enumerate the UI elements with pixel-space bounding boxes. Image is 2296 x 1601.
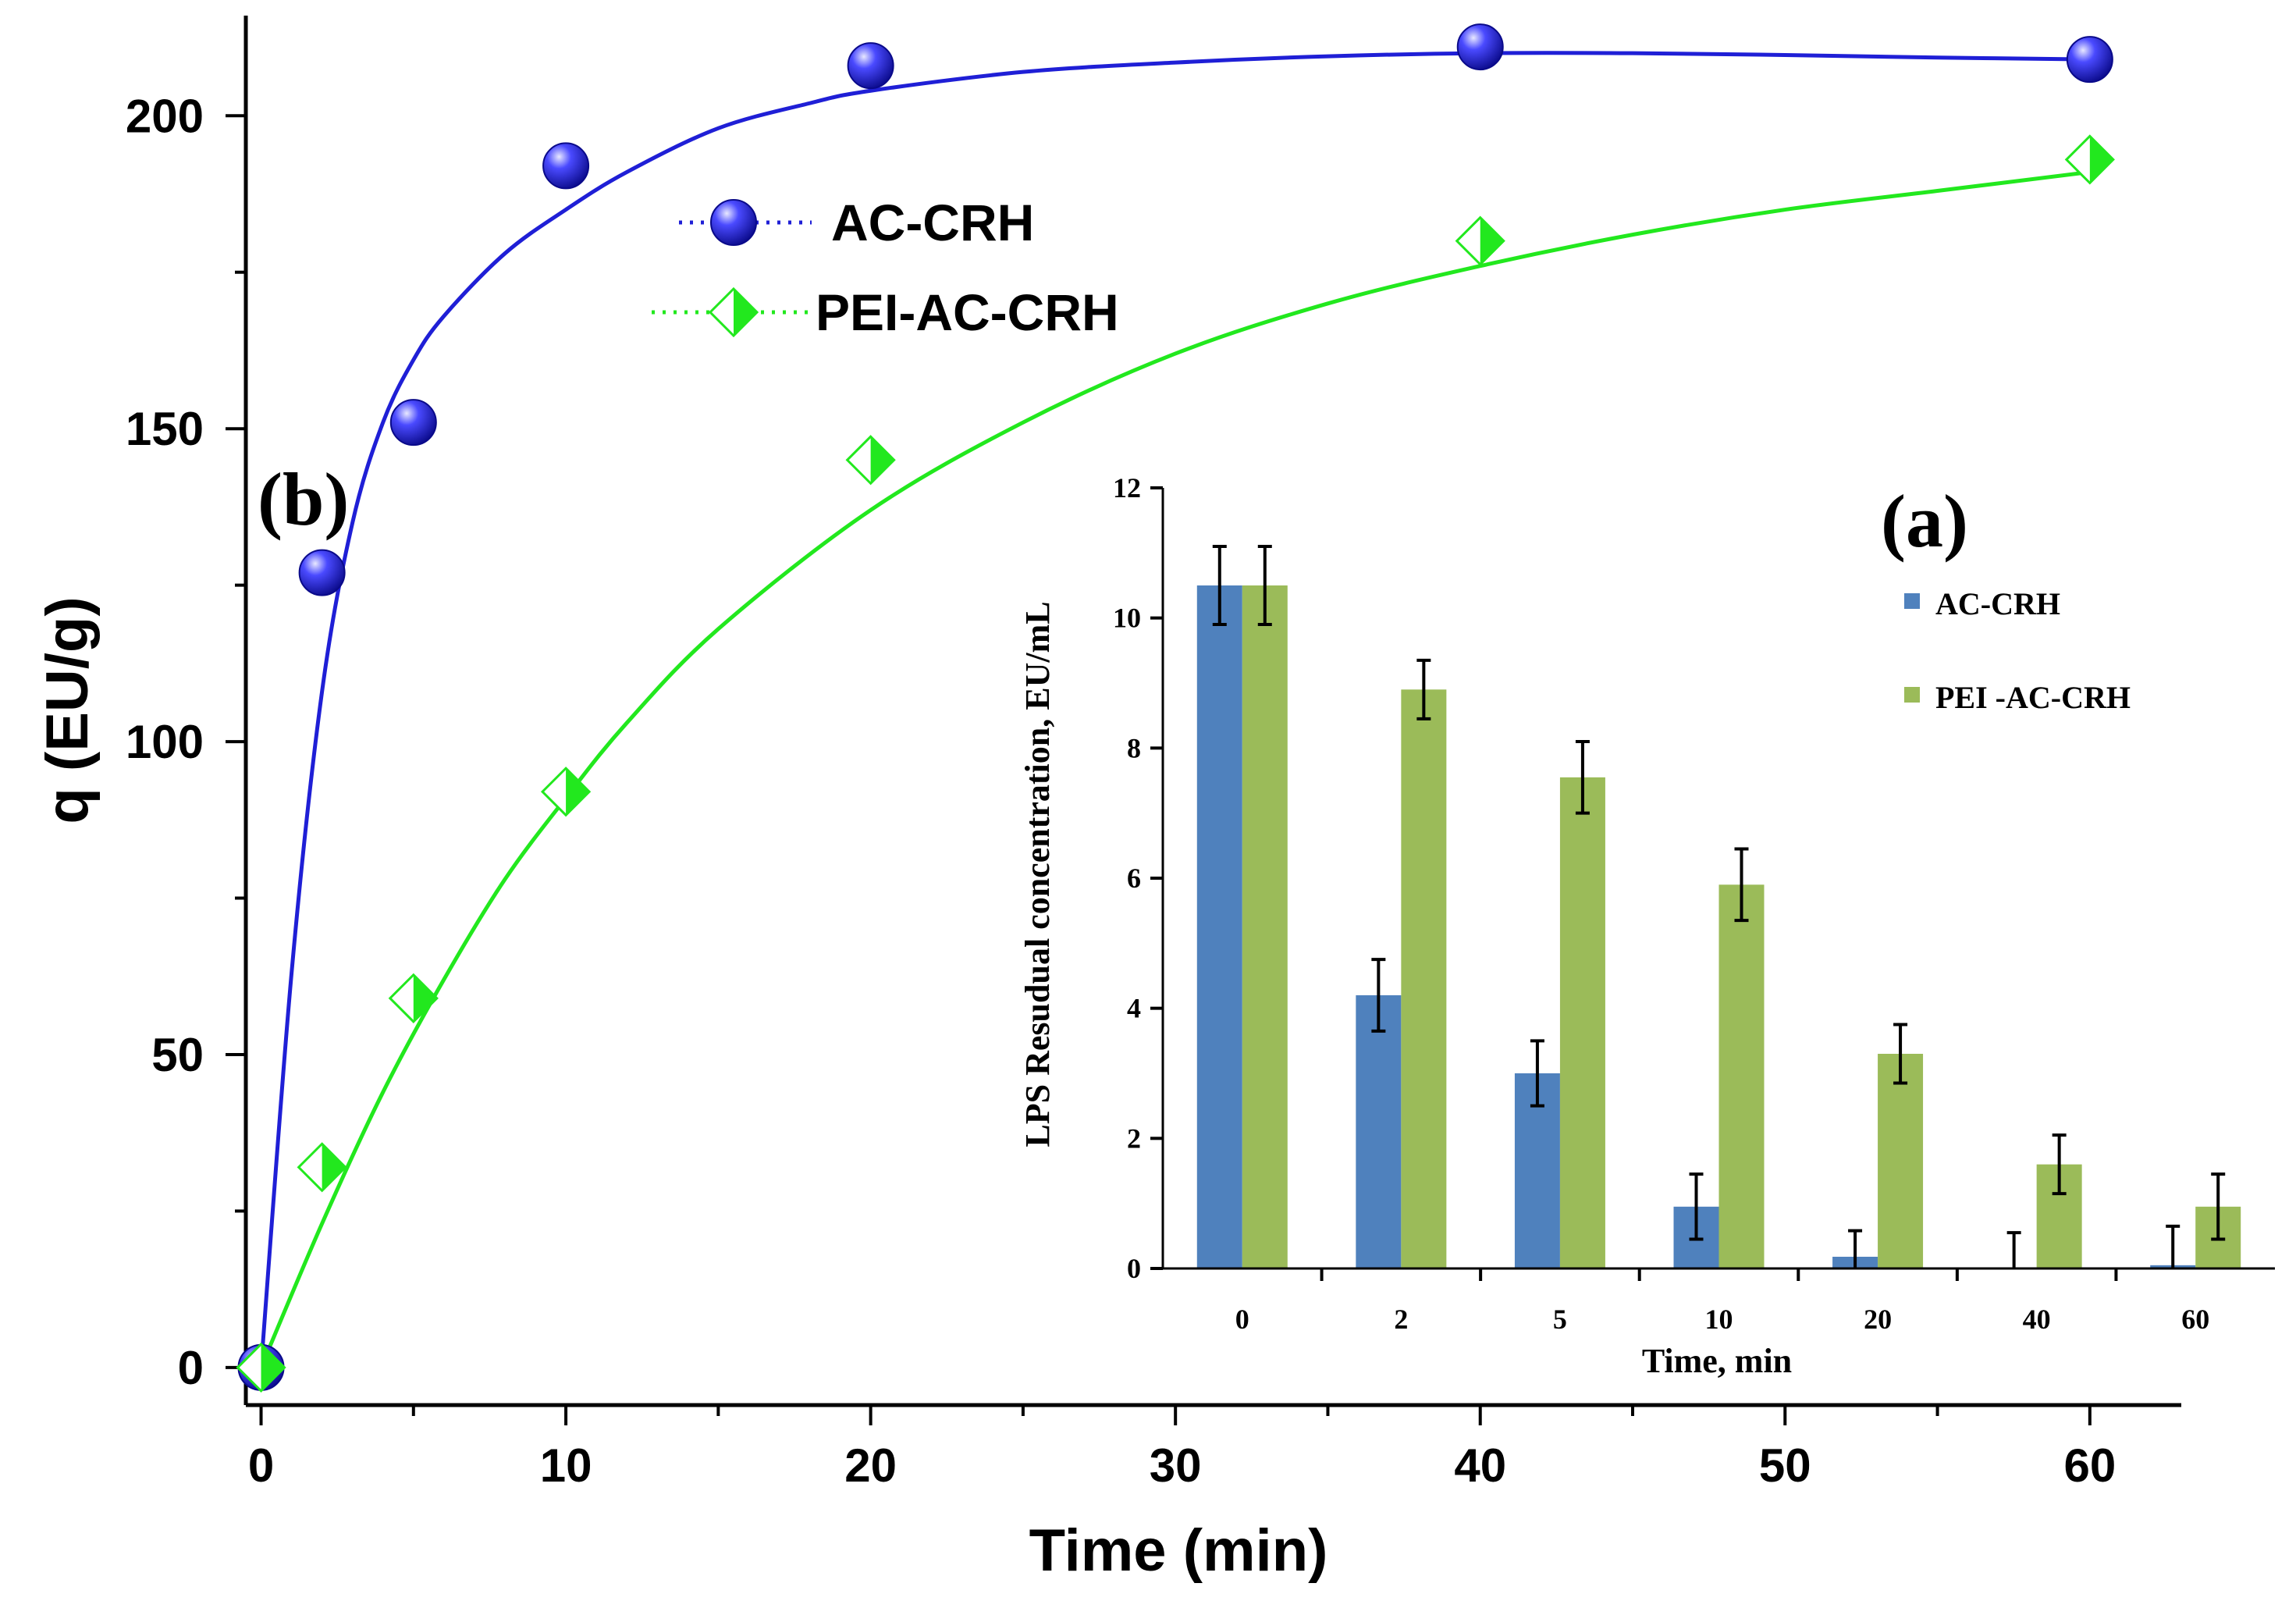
pei-ac-crh-point-fill	[566, 768, 590, 816]
inset-bar-chart: 0 2 4 6 8 10 12 0 2 5 10 20 40 60 Time, min LPS Resu…	[1015, 472, 2279, 1389]
inset-x-tick-label: 10	[1705, 1304, 1733, 1335]
main-y-tick-label: 0	[178, 1342, 204, 1394]
pei-ac-crh-point-fill	[1480, 217, 1504, 265]
legend-half-diamond-icon	[708, 286, 759, 338]
inset-y-tick-label: 2	[1127, 1122, 1141, 1154]
ac-crh-point	[298, 549, 346, 596]
ac-crh-fit-curve	[259, 51, 2090, 1368]
inset-x-tick-label: 2	[1394, 1304, 1408, 1335]
inset-y-tick-label: 6	[1127, 863, 1141, 894]
inset-x-tick-label: 0	[1235, 1304, 1249, 1335]
main-legend: AC-CRH PEI-AC-CRH	[652, 194, 1119, 341]
ac-crh-point	[1456, 23, 1504, 71]
inset-y-tick-label: 4	[1127, 993, 1141, 1024]
pei-ac-crh-point	[1455, 215, 1505, 266]
pei-ac-crh-point-fill	[2089, 136, 2113, 183]
inset-y-tick-label: 8	[1127, 732, 1141, 763]
pei-ac-crh-point-fill	[261, 1343, 285, 1391]
pei-ac-crh-point-fill	[322, 1144, 346, 1191]
legend-pei-marker	[708, 286, 759, 338]
pei-ac-crh-bar	[1559, 777, 1605, 1268]
main-y-tick-label: 100	[126, 716, 204, 768]
inset-y-tick-label: 0	[1127, 1253, 1141, 1284]
main-x-tick-labels: 0 10 20 30 40 50 60	[248, 1439, 2116, 1492]
inset-y-tick-label: 10	[1113, 603, 1141, 634]
main-x-tick-label: 10	[540, 1439, 592, 1492]
legend-ac-crh-label: AC-CRH	[831, 194, 1034, 251]
main-data-points	[236, 23, 2115, 1393]
legend-ac-crh-marker	[710, 199, 757, 246]
panel-label-b: (b)	[258, 457, 349, 541]
main-y-tick-label: 150	[126, 403, 204, 455]
ac-crh-point	[389, 399, 437, 447]
inset-legend-pei-label: PEI -AC-CRH	[1935, 680, 2131, 715]
inset-x-tick-label: 40	[2023, 1304, 2051, 1335]
main-x-tick-label: 50	[1759, 1439, 1811, 1492]
ac-crh-point	[847, 42, 894, 90]
legend-sphere-icon	[710, 199, 757, 246]
main-x-tick-label: 20	[844, 1439, 897, 1492]
pei-ac-crh-point	[540, 767, 592, 817]
ac-crh-bar	[1356, 995, 1402, 1268]
pei-ac-crh-bar	[1242, 585, 1288, 1268]
main-y-tick-labels: 0 50 100 150 200	[126, 90, 204, 1394]
inset-x-tick-label: 5	[1553, 1304, 1567, 1335]
pei-ac-crh-point-fill	[870, 436, 894, 484]
main-x-axis-title: Time (min)	[1029, 1517, 1328, 1584]
pei-ac-crh-bar	[1718, 884, 1765, 1268]
inset-axis-ticks	[1150, 486, 2118, 1281]
inset-x-tick-labels: 0 2 5 10 20 40 60	[1235, 1304, 2209, 1335]
inset-x-axis-title: Time, min	[1642, 1342, 1792, 1380]
inset-x-tick-label: 60	[2181, 1304, 2209, 1335]
pei-ac-crh-point-fill	[413, 974, 437, 1022]
main-y-tick-label: 50	[151, 1029, 204, 1081]
inset-x-tick-label: 20	[1864, 1304, 1892, 1335]
ac-crh-point	[2066, 36, 2113, 84]
main-y-tick-label: 200	[126, 90, 204, 142]
inset-y-tick-label: 12	[1113, 472, 1141, 503]
pei-ac-crh-point	[236, 1342, 286, 1393]
inset-legend-ac-crh-swatch	[1904, 593, 1920, 609]
inset-legend: AC-CRH PEI -AC-CRH	[1904, 586, 2131, 715]
panel-label-a: (a)	[1881, 479, 1968, 563]
pei-ac-crh-point	[2064, 134, 2115, 185]
main-x-tick-label: 30	[1150, 1439, 1202, 1492]
pei-ac-crh-point	[388, 973, 439, 1023]
ac-crh-bar	[1196, 585, 1242, 1268]
legend-half-diamond-icon-fill	[734, 289, 757, 336]
main-x-tick-label: 0	[248, 1439, 274, 1492]
inset-error-bars	[1212, 545, 2226, 1268]
inset-legend-pei-swatch	[1904, 687, 1920, 703]
legend-pei-label: PEI-AC-CRH	[816, 283, 1119, 341]
pei-ac-crh-point	[297, 1142, 347, 1193]
pei-ac-crh-bar	[1401, 689, 1447, 1268]
inset-legend-ac-crh-label: AC-CRH	[1935, 586, 2060, 621]
pei-ac-crh-point	[845, 435, 896, 486]
pei-ac-crh-bar	[1878, 1054, 1924, 1268]
main-y-axis-title: q (EU/g)	[34, 596, 101, 824]
inset-y-tick-labels: 0 2 4 6 8 10 12	[1113, 472, 1141, 1284]
inset-y-axis-title: LPS Resudual concentration, EU/mL	[1018, 601, 1057, 1147]
main-x-tick-label: 60	[2063, 1439, 2116, 1492]
main-x-tick-label: 40	[1454, 1439, 1506, 1492]
ac-crh-point	[542, 142, 590, 190]
